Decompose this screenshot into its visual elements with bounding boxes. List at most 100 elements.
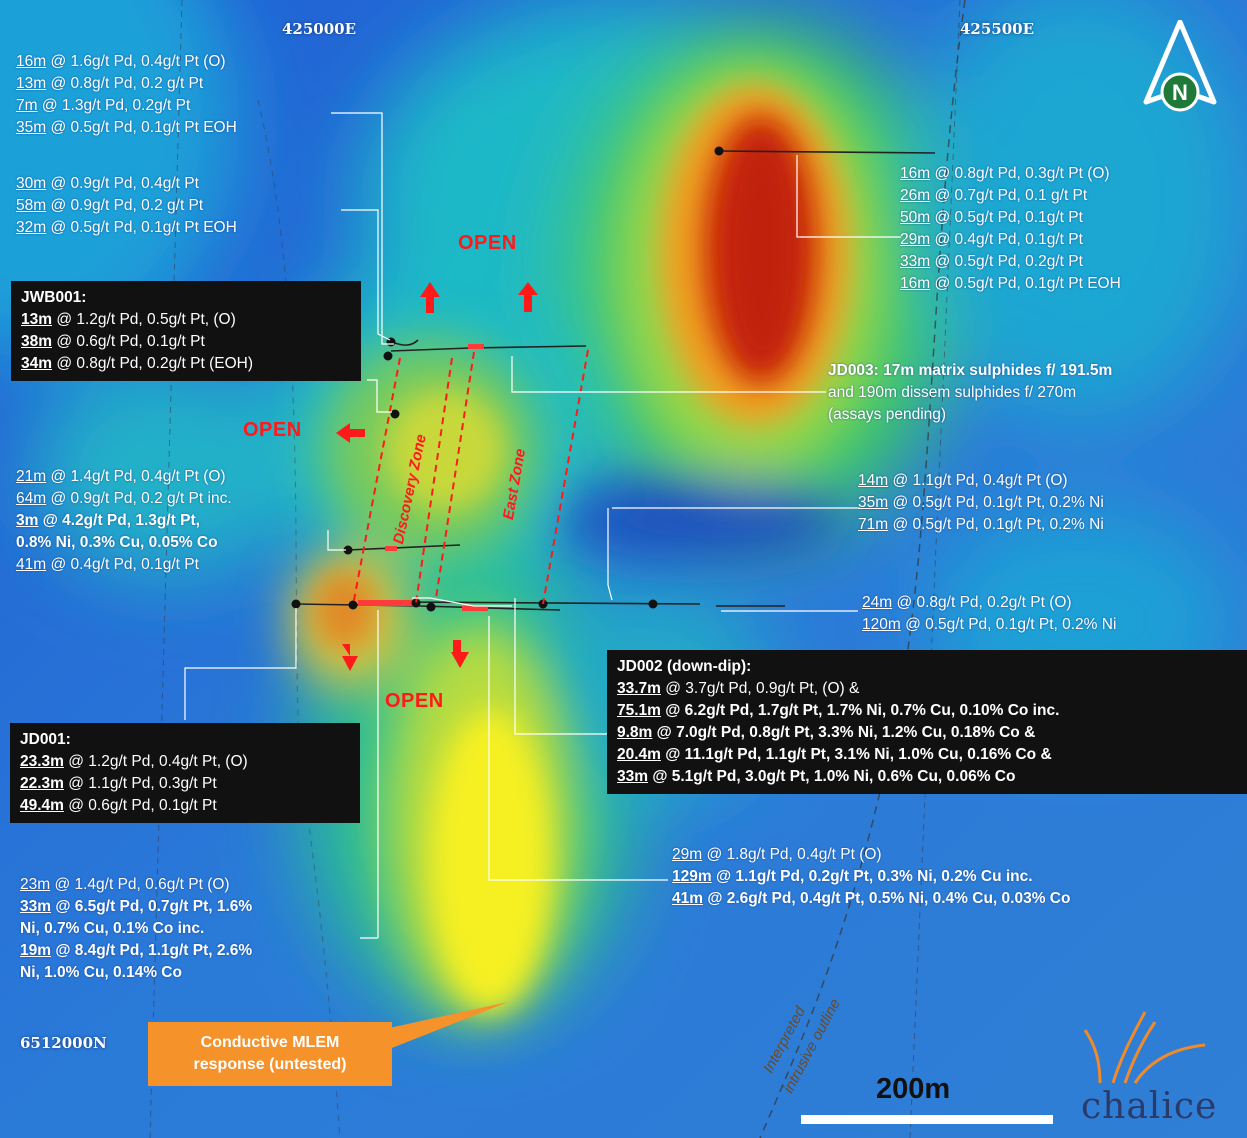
- annotation-row: 129m @ 1.1g/t Pd, 0.2g/t Pt, 0.3% Ni, 0.…: [672, 866, 1070, 888]
- grade: @ 1.1g/t Pd, 0.4g/t Pt (O): [888, 472, 1068, 489]
- annotation-row: 14m @ 1.1g/t Pd, 0.4g/t Pt (O): [858, 470, 1104, 492]
- interval: 58m: [16, 197, 47, 214]
- annotation-row: 0.8% Ni, 0.3% Cu, 0.05% Co: [16, 532, 232, 554]
- grade: @ 0.5g/t Pd, 0.1g/t Pt EOH: [46, 219, 237, 236]
- interval: 14m: [858, 472, 889, 489]
- annotation-row: 64m @ 0.9g/t Pd, 0.2 g/t Pt inc.: [16, 488, 232, 510]
- box-row: 34m @ 0.8g/t Pd, 0.2g/t Pt (EOH): [21, 353, 351, 375]
- easting-label-425500: 425500E: [960, 20, 1035, 38]
- grade: @ 0.8g/t Pd, 0.2 g/t Pt: [46, 75, 204, 92]
- grade: @ 0.4g/t Pd, 0.1g/t Pt: [930, 231, 1083, 248]
- scale-bar: [801, 1115, 1053, 1124]
- interval: 49.4m: [20, 797, 64, 814]
- grade: Ni, 0.7% Cu, 0.1% Co inc.: [20, 920, 205, 937]
- annotation-row: 41m @ 0.4g/t Pd, 0.1g/t Pt: [16, 554, 232, 576]
- interval: 41m: [16, 556, 47, 573]
- jd003-line-1: JD003: 17m matrix sulphides f/ 191.5m: [828, 362, 1113, 379]
- grade: @ 11.1g/t Pd, 1.1g/t Pt, 3.1% Ni, 1.0% C…: [660, 746, 1052, 763]
- annotation-row: 16m @ 1.6g/t Pd, 0.4g/t Pt (O): [16, 51, 237, 73]
- annotation-row: Ni, 1.0% Cu, 0.14% Co: [20, 962, 252, 984]
- annotation-row: 71m @ 0.5g/t Pd, 0.1g/t Pt, 0.2% Ni: [858, 514, 1104, 536]
- annotation-row: 21m @ 1.4g/t Pd, 0.4g/t Pt (O): [16, 466, 232, 488]
- annotation-south-west: 23m @ 1.4g/t Pd, 0.6g/t Pt (O) 33m @ 6.5…: [20, 874, 252, 984]
- interval: 33.7m: [617, 680, 661, 697]
- interval: 24m: [862, 594, 893, 611]
- annotation-row: 41m @ 2.6g/t Pd, 0.4g/t Pt, 0.5% Ni, 0.4…: [672, 888, 1070, 910]
- annotation-row: 24m @ 0.8g/t Pd, 0.2g/t Pt (O): [862, 592, 1116, 614]
- grade: @ 0.6g/t Pd, 0.1g/t Pt: [63, 797, 217, 814]
- northing-label-6512000: 6512000N: [20, 1034, 107, 1052]
- interval: 120m: [862, 616, 901, 633]
- annotation-row: 19m @ 8.4g/t Pd, 1.1g/t Pt, 2.6%: [20, 940, 252, 962]
- annotation-nw-upper: 16m @ 1.6g/t Pd, 0.4g/t Pt (O) 13m @ 0.8…: [16, 51, 237, 139]
- interval: 21m: [16, 468, 47, 485]
- grade: @ 5.1g/t Pd, 3.0g/t Pt, 1.0% Ni, 0.6% Cu…: [648, 768, 1016, 785]
- annotation-row: 30m @ 0.9g/t Pd, 0.4g/t Pt: [16, 173, 237, 195]
- interval: 16m: [16, 53, 47, 70]
- interval: 34m: [21, 355, 53, 372]
- annotation-jd003: JD003: 17m matrix sulphides f/ 191.5m an…: [828, 360, 1112, 426]
- annotation-west-mid: 21m @ 1.4g/t Pd, 0.4g/t Pt (O) 64m @ 0.9…: [16, 466, 232, 576]
- interval: 33m: [900, 253, 931, 270]
- interval: 64m: [16, 490, 47, 507]
- grade: @ 8.4g/t Pd, 1.1g/t Pt, 2.6%: [51, 942, 253, 959]
- grade: @ 1.1g/t Pd, 0.2g/t Pt, 0.3% Ni, 0.2% Cu…: [711, 868, 1033, 885]
- annotation-row: 29m @ 0.4g/t Pd, 0.1g/t Pt: [900, 229, 1121, 251]
- interval: 30m: [16, 175, 47, 192]
- grade: @ 6.2g/t Pd, 1.7g/t Pt, 1.7% Ni, 0.7% Cu…: [660, 702, 1060, 719]
- interval: 29m: [900, 231, 931, 248]
- box-row: 75.1m @ 6.2g/t Pd, 1.7g/t Pt, 1.7% Ni, 0…: [617, 700, 1237, 722]
- annotation-row: 16m @ 0.8g/t Pd, 0.3g/t Pt (O): [900, 163, 1121, 185]
- em-callout: Conductive MLEM response (untested): [148, 1022, 392, 1086]
- grade: @ 0.8g/t Pd, 0.2g/t Pt (EOH): [52, 355, 253, 372]
- box-row: 33m @ 5.1g/t Pd, 3.0g/t Pt, 1.0% Ni, 0.6…: [617, 766, 1237, 788]
- interval: 23.3m: [20, 753, 64, 770]
- interval: 13m: [21, 311, 53, 328]
- box-jwb001: JWB001: 13m @ 1.2g/t Pd, 0.5g/t Pt, (O) …: [11, 281, 361, 381]
- interval: 129m: [672, 868, 712, 885]
- box-jd001: JD001: 23.3m @ 1.2g/t Pd, 0.4g/t Pt, (O)…: [10, 723, 360, 823]
- grade: 0.8% Ni, 0.3% Cu, 0.05% Co: [16, 534, 218, 551]
- company-logo: chalice: [1081, 1086, 1218, 1127]
- grade: @ 1.4g/t Pd, 0.4g/t Pt (O): [46, 468, 226, 485]
- annotation-south-centre: 29m @ 1.8g/t Pd, 0.4g/t Pt (O) 129m @ 1.…: [672, 844, 1070, 910]
- grade: @ 0.5g/t Pd, 0.1g/t Pt EOH: [930, 275, 1121, 292]
- grade: @ 4.2g/t Pd, 1.3g/t Pt,: [38, 512, 200, 529]
- annotation-row: 3m @ 4.2g/t Pd, 1.3g/t Pt,: [16, 510, 232, 532]
- jd003-line-3: (assays pending): [828, 406, 947, 423]
- north-arrow-icon: N: [1143, 20, 1217, 112]
- interval: 22.3m: [20, 775, 64, 792]
- grade: @ 0.4g/t Pd, 0.1g/t Pt: [46, 556, 199, 573]
- grade: @ 1.4g/t Pd, 0.6g/t Pt (O): [50, 876, 230, 893]
- box-jd002: JD002 (down-dip): 33.7m @ 3.7g/t Pd, 0.9…: [607, 650, 1247, 794]
- grade: @ 0.5g/t Pd, 0.1g/t Pt, 0.2% Ni: [900, 616, 1117, 633]
- annotation-row: 29m @ 1.8g/t Pd, 0.4g/t Pt (O): [672, 844, 1070, 866]
- grade: @ 0.8g/t Pd, 0.2g/t Pt (O): [892, 594, 1072, 611]
- interval: 23m: [20, 876, 51, 893]
- grade: @ 0.9g/t Pd, 0.4g/t Pt: [46, 175, 199, 192]
- box-row: 33.7m @ 3.7g/t Pd, 0.9g/t Pt, (O) &: [617, 678, 1237, 700]
- grade: @ 0.8g/t Pd, 0.3g/t Pt (O): [930, 165, 1110, 182]
- grade: @ 6.5g/t Pd, 0.7g/t Pt, 1.6%: [51, 898, 253, 915]
- grade: @ 0.5g/t Pd, 0.1g/t Pt, 0.2% Ni: [888, 516, 1104, 533]
- interval: 3m: [16, 512, 39, 529]
- interval: 71m: [858, 516, 889, 533]
- box-title: JWB001:: [21, 289, 87, 306]
- box-row: 22.3m @ 1.1g/t Pd, 0.3g/t Pt: [20, 773, 350, 795]
- open-label-north: OPEN: [458, 232, 517, 254]
- annotation-east-mid: 14m @ 1.1g/t Pd, 0.4g/t Pt (O) 35m @ 0.5…: [858, 470, 1104, 536]
- annotation-row: 35m @ 0.5g/t Pd, 0.1g/t Pt, 0.2% Ni: [858, 492, 1104, 514]
- annotation-row: 33m @ 0.5g/t Pd, 0.2g/t Pt: [900, 251, 1121, 273]
- interval: 75.1m: [617, 702, 661, 719]
- box-row: 9.8m @ 7.0g/t Pd, 0.8g/t Pt, 3.3% Ni, 1.…: [617, 722, 1237, 744]
- interval: 32m: [16, 219, 47, 236]
- em-callout-line-1: Conductive MLEM: [200, 1034, 340, 1051]
- annotation-row: 35m @ 0.5g/t Pd, 0.1g/t Pt EOH: [16, 117, 237, 139]
- em-callout-line-2: response (untested): [193, 1056, 347, 1073]
- interval: 13m: [16, 75, 47, 92]
- box-row: 20.4m @ 11.1g/t Pd, 1.1g/t Pt, 3.1% Ni, …: [617, 744, 1237, 766]
- grade: @ 0.5g/t Pd, 0.1g/t Pt EOH: [46, 119, 237, 136]
- box-row: 23.3m @ 1.2g/t Pd, 0.4g/t Pt, (O): [20, 751, 350, 773]
- annotation-row: 33m @ 6.5g/t Pd, 0.7g/t Pt, 1.6%: [20, 896, 252, 918]
- open-label-south: OPEN: [385, 690, 444, 712]
